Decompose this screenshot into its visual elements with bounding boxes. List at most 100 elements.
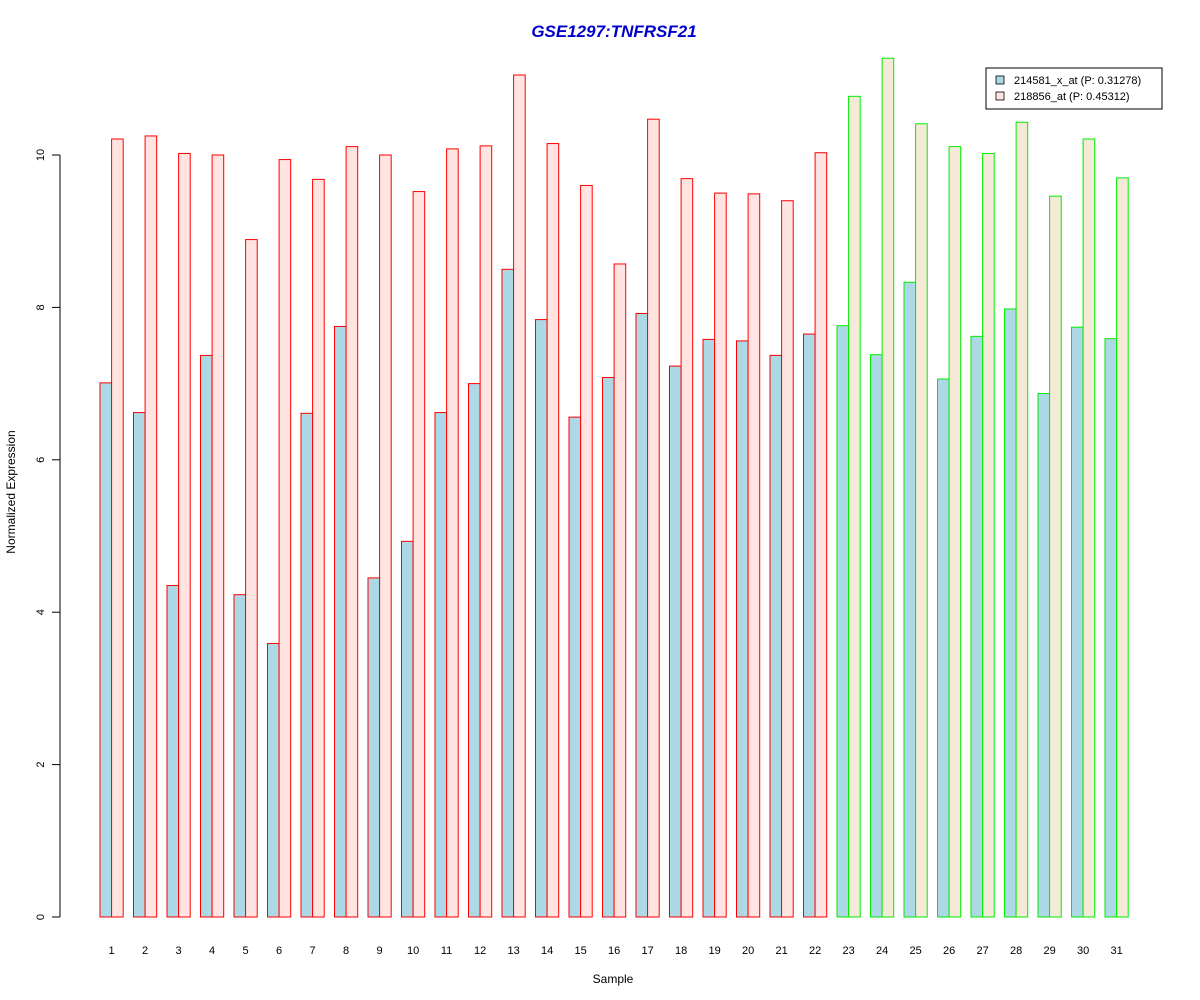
bar (278, 159, 292, 918)
bar (133, 412, 146, 918)
legend: 214581_x_at (P: 0.31278) 218856_at (P: 0… (985, 67, 1163, 110)
x-tick-label: 26 (943, 945, 955, 957)
bar (1015, 121, 1029, 918)
x-tick-label: 5 (243, 945, 249, 957)
bar (580, 184, 593, 918)
bar (412, 191, 426, 918)
x-tick-label: 12 (474, 945, 486, 957)
bar (915, 123, 928, 918)
bar (781, 200, 794, 918)
bar (948, 146, 962, 918)
bar (1037, 393, 1051, 918)
bar (501, 268, 515, 918)
bar (233, 594, 247, 918)
x-tick-label: 31 (1110, 945, 1122, 957)
y-tick-label: 6 (35, 457, 47, 463)
x-tick-label: 17 (641, 945, 653, 957)
y-tick-label: 0 (35, 914, 47, 920)
x-tick-label: 13 (507, 945, 519, 957)
bar (99, 382, 113, 918)
x-tick-label: 1 (109, 945, 115, 957)
x-tick-label: 29 (1043, 945, 1055, 957)
y-tick-label: 10 (35, 149, 47, 161)
legend-swatch-series-2 (995, 91, 1005, 101)
bar (434, 412, 448, 918)
bar (680, 178, 694, 918)
bar (446, 148, 459, 918)
x-tick-label: 30 (1077, 945, 1089, 957)
bar (613, 263, 627, 918)
x-axis-label: Sample (593, 972, 634, 986)
legend-swatch-series-1 (995, 75, 1005, 85)
bar (334, 325, 347, 918)
bar (468, 383, 481, 918)
x-tick-label: 14 (541, 945, 553, 957)
bar (647, 118, 660, 918)
x-tick-label: 18 (675, 945, 687, 957)
bar (870, 354, 883, 918)
x-tick-label: 3 (176, 945, 182, 957)
bar (111, 138, 124, 918)
bar (814, 152, 828, 918)
y-axis-label: Normalized Expression (4, 430, 18, 553)
bar (479, 145, 493, 918)
bar (178, 152, 191, 918)
bar (200, 354, 213, 918)
bar (546, 143, 560, 918)
bar (1104, 338, 1118, 918)
bar (836, 325, 850, 918)
bar (669, 365, 682, 918)
bar (245, 239, 258, 918)
bar (401, 540, 414, 918)
x-tick-label: 6 (276, 945, 282, 957)
x-tick-label: 4 (209, 945, 215, 957)
bar (1049, 195, 1062, 918)
x-tick-label: 7 (310, 945, 316, 957)
bar (803, 333, 816, 918)
bar (568, 416, 582, 918)
bar (267, 642, 280, 918)
y-axis: 0 2 4 6 8 10 (35, 149, 61, 920)
bar (747, 193, 761, 918)
bar (937, 378, 950, 918)
x-tick-label: 22 (809, 945, 821, 957)
x-tick-label: 21 (775, 945, 787, 957)
x-tick-label: 2 (142, 945, 148, 957)
bar (1004, 308, 1017, 918)
legend-box (985, 67, 1163, 110)
bar (379, 154, 392, 918)
bar (970, 335, 984, 918)
x-tick-label: 23 (842, 945, 854, 957)
x-tick-label: 28 (1010, 945, 1022, 957)
bar (1116, 177, 1129, 918)
x-tick-label: 20 (742, 945, 754, 957)
bar (881, 57, 895, 918)
bar (513, 74, 526, 918)
bar (1082, 138, 1096, 918)
bar (635, 312, 649, 918)
bar (1071, 326, 1084, 918)
x-tick-label: 19 (708, 945, 720, 957)
bar (769, 354, 783, 918)
x-tick-label: 15 (574, 945, 586, 957)
bar (144, 135, 158, 918)
bar (702, 338, 716, 918)
bar (535, 319, 548, 918)
x-tick-label: 16 (608, 945, 620, 957)
bar (166, 585, 180, 918)
bar (982, 152, 995, 918)
x-tick-labels: 1 2 3 4 5 6 7 8 9 10 11 12 13 14 15 16 17 18 19 20 21 22 23 24 2… (109, 945, 1123, 957)
x-tick-label: 9 (377, 945, 383, 957)
y-tick-label: 4 (35, 609, 47, 615)
legend-label-series-1: 214581_x_at (P: 0.31278) (1014, 75, 1141, 87)
bar (300, 412, 314, 918)
chart-title: GSE1297:TNFRSF21 (531, 22, 696, 41)
y-tick-label: 2 (35, 762, 47, 768)
bar (345, 146, 359, 918)
x-tick-label: 8 (343, 945, 349, 957)
y-tick-label: 8 (35, 304, 47, 310)
bar (211, 154, 225, 918)
x-tick-label: 11 (441, 945, 452, 957)
legend-label-series-2: 218856_at (P: 0.45312) (1014, 91, 1130, 103)
